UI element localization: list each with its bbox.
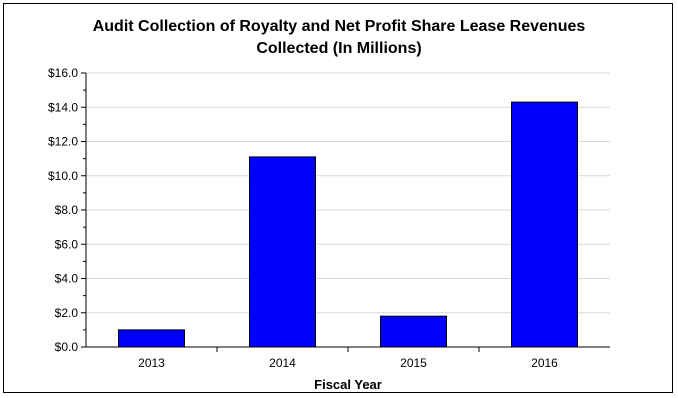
y-tick-label: $14.0 xyxy=(48,100,78,114)
y-tick-label: $16.0 xyxy=(48,66,78,80)
y-tick-labels: $0.0 $2.0 $4.0 $6.0 $8.0 $10.0 $12.0 $14.0 $16.0 xyxy=(48,66,78,354)
y-tick-label: $2.0 xyxy=(55,306,79,320)
y-tick-label: $12.0 xyxy=(48,135,78,149)
bar-2015 xyxy=(380,315,447,348)
bars xyxy=(118,101,578,348)
x-tick-labels: 2013 2014 2015 2016 xyxy=(138,356,558,370)
bar-2013 xyxy=(118,329,185,348)
y-tick-label: $4.0 xyxy=(55,272,79,286)
axes xyxy=(81,72,610,352)
x-tick-label: 2015 xyxy=(400,356,427,370)
x-tick-label: 2013 xyxy=(138,356,165,370)
x-axis-label: Fiscal Year xyxy=(314,377,382,392)
chart-title: Audit Collection of Royalty and Net Prof… xyxy=(0,16,678,60)
chart-title-line-1: Audit Collection of Royalty and Net Prof… xyxy=(92,18,586,35)
y-tick-label: $6.0 xyxy=(55,237,79,251)
y-tick-label: $10.0 xyxy=(48,169,78,183)
y-tick-label: $0.0 xyxy=(55,340,79,354)
bar-2016 xyxy=(511,101,578,348)
x-tick-label: 2016 xyxy=(531,356,558,370)
bar-2014 xyxy=(249,156,316,348)
chart-title-line-2: Collected (In Millions) xyxy=(256,40,422,57)
x-tick-label: 2014 xyxy=(269,356,296,370)
y-tick-label: $8.0 xyxy=(55,203,79,217)
